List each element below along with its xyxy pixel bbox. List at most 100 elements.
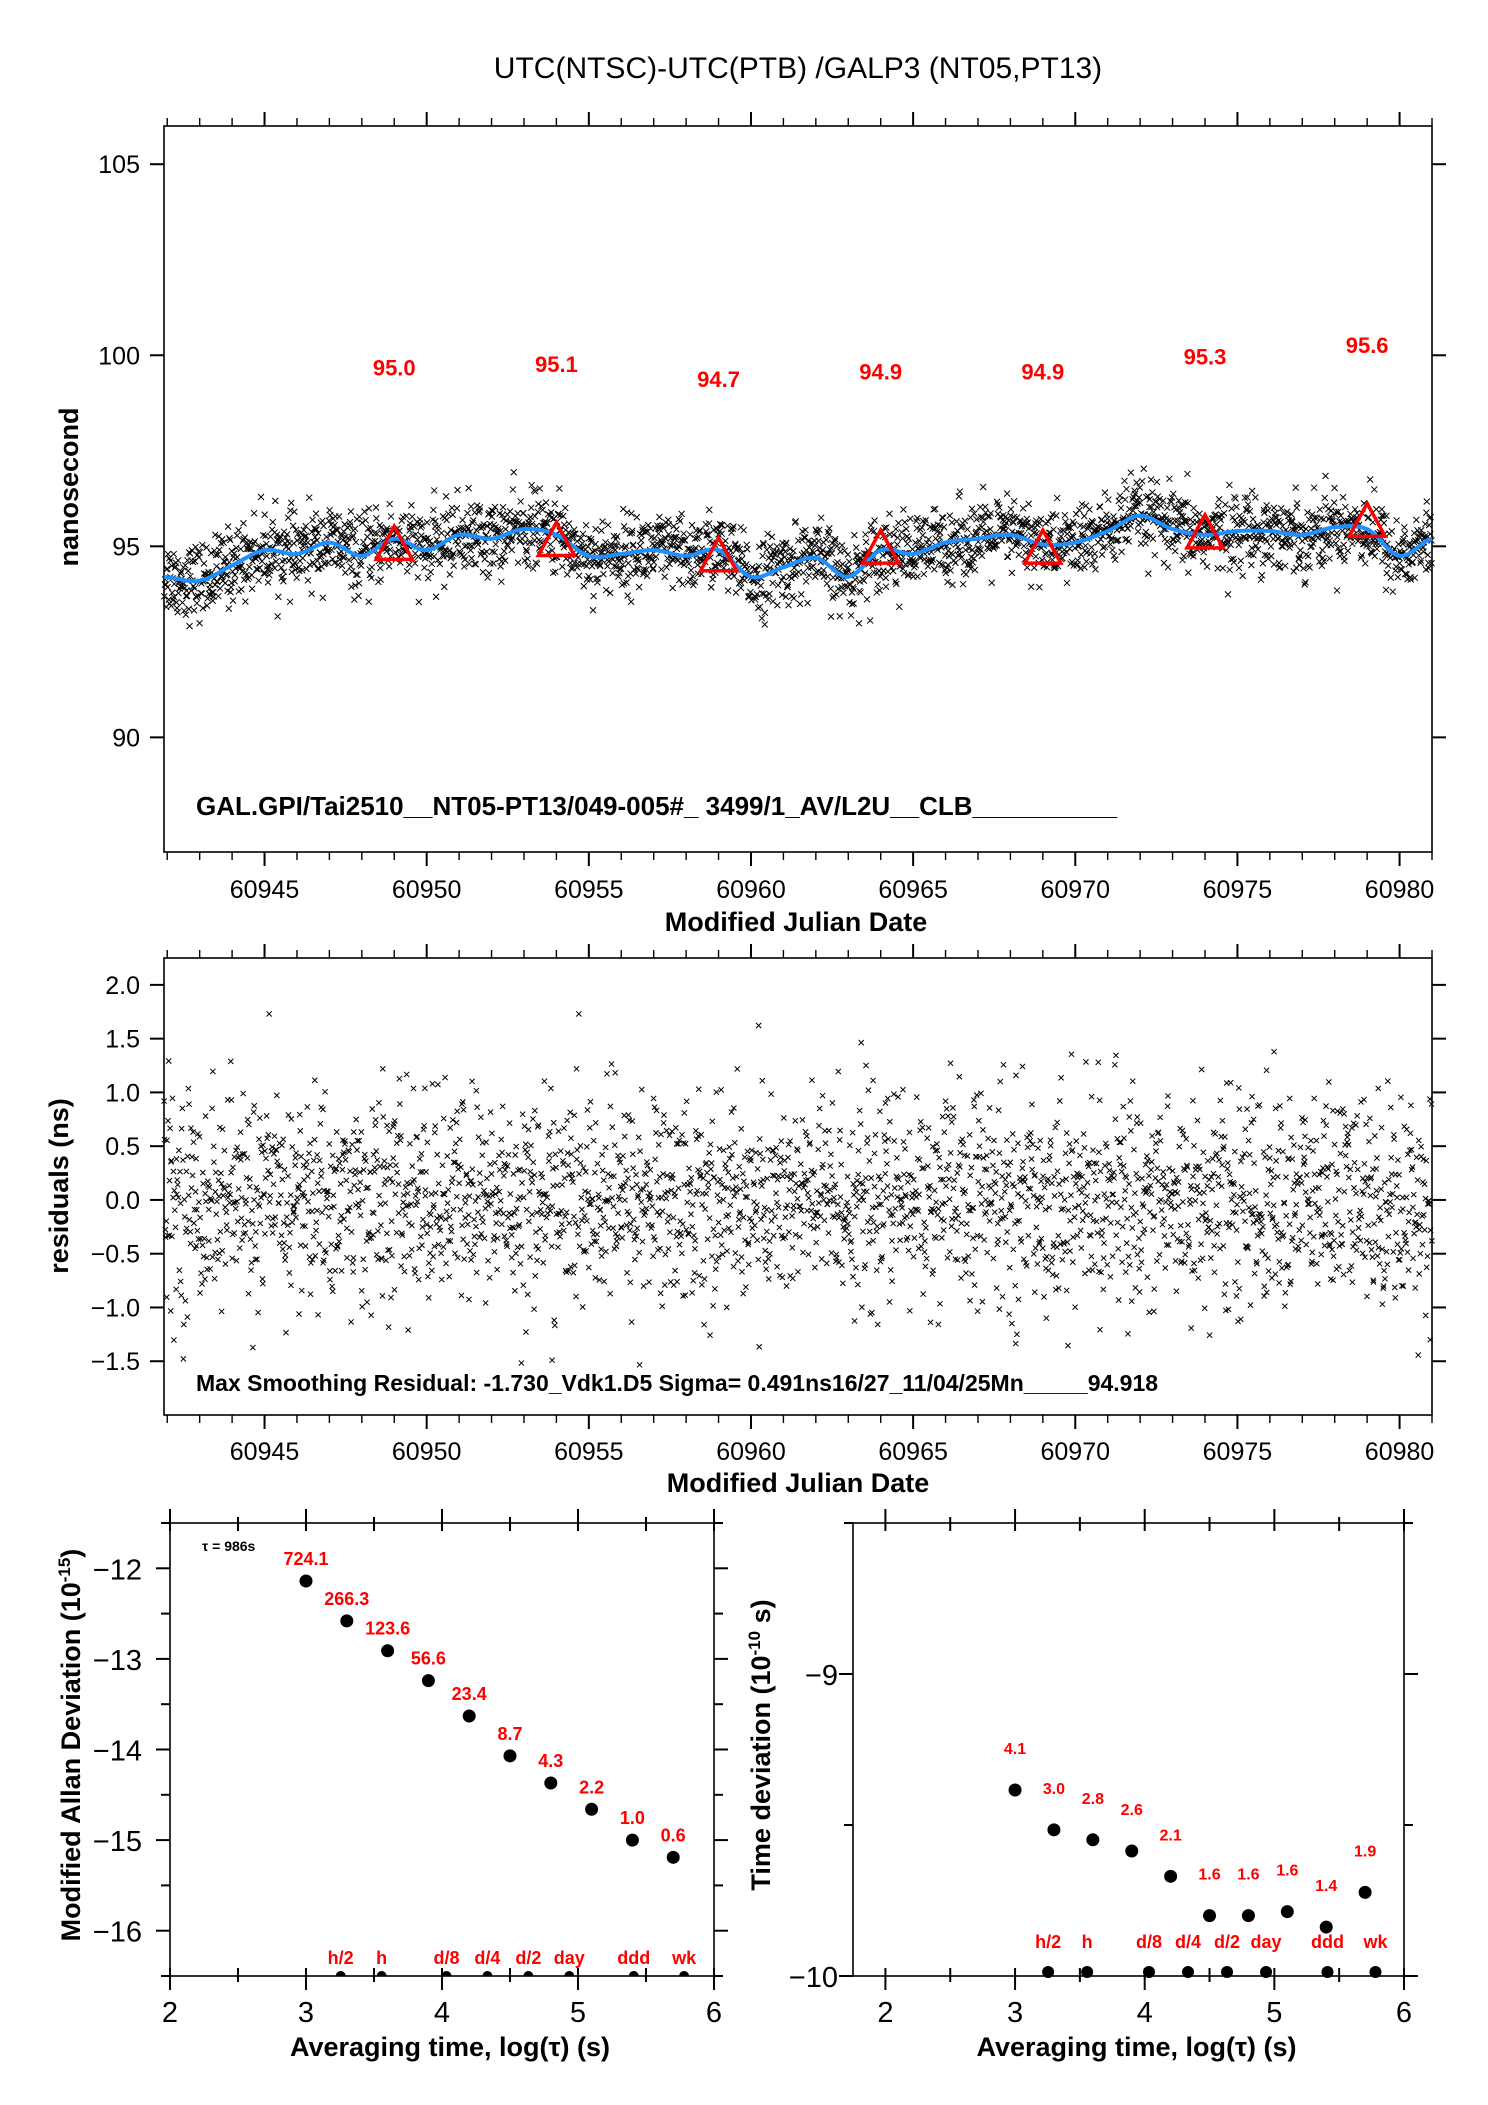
residual-point (598, 1246, 605, 1253)
residual-point (1129, 1224, 1136, 1231)
data-point (335, 513, 343, 520)
residual-point (257, 1220, 264, 1227)
data-point (231, 578, 239, 585)
data-point (1096, 503, 1104, 511)
residual-point (752, 1209, 759, 1216)
residual-point (506, 1120, 513, 1127)
data-point (586, 576, 594, 583)
residual-point (647, 1166, 654, 1173)
residual-point (473, 1087, 480, 1094)
residual-point (325, 1213, 332, 1220)
residual-point (998, 1207, 1005, 1214)
residual-point (255, 1309, 262, 1316)
residual-point (1151, 1286, 1158, 1293)
residual-point (855, 1171, 862, 1178)
residual-point (475, 1134, 482, 1141)
residual-point (449, 1116, 456, 1123)
residual-point (466, 1296, 472, 1303)
residual-point (884, 1160, 890, 1167)
data-point (270, 552, 277, 559)
residual-point (630, 1216, 637, 1223)
residual-point (218, 1170, 224, 1177)
residual-point (197, 1214, 204, 1221)
residual-point (440, 1115, 447, 1122)
data-point (1020, 542, 1028, 550)
data-point (1322, 472, 1329, 480)
data-point (481, 555, 489, 563)
data-point (444, 510, 452, 518)
data-point (385, 562, 393, 570)
residual-point (583, 1218, 590, 1224)
data-point (1186, 524, 1194, 531)
residual-point (537, 1206, 544, 1213)
residual-point (818, 1256, 825, 1262)
data-point (237, 545, 245, 553)
residual-point (984, 1249, 991, 1256)
residual-point (465, 1212, 472, 1218)
residual-point (874, 1321, 881, 1328)
residual-point (432, 1123, 439, 1130)
residual-point (754, 1166, 761, 1172)
residual-point (774, 1263, 781, 1270)
data-point (465, 484, 472, 492)
residual-point (534, 1257, 541, 1264)
data-point (314, 529, 322, 537)
data-point (464, 525, 472, 533)
residual-point (347, 1188, 354, 1195)
residual-point (753, 1207, 760, 1214)
residual-point (1134, 1251, 1141, 1258)
data-point (460, 563, 468, 570)
data-point (1220, 509, 1228, 517)
residual-point (368, 1312, 375, 1319)
residual-point (1136, 1289, 1143, 1295)
data-point (1032, 553, 1040, 560)
residual-point (800, 1249, 806, 1256)
residual-point (355, 1204, 362, 1211)
data-point (510, 468, 518, 476)
residual-point (785, 1154, 791, 1161)
residual-point (488, 1171, 495, 1177)
residual-point (665, 1245, 672, 1252)
residual-point (712, 1232, 719, 1239)
residual-point (406, 1140, 413, 1147)
residual-point (679, 1221, 686, 1228)
residual-point (930, 1267, 937, 1274)
residual-point (989, 1148, 996, 1155)
data-point (571, 530, 579, 538)
residual-point (643, 1181, 650, 1188)
data-point (263, 552, 271, 560)
data-point (302, 522, 310, 530)
y-tick-label: 105 (98, 151, 140, 179)
residual-point (949, 1104, 956, 1111)
residual-point (375, 1099, 382, 1106)
residual-point (838, 1209, 845, 1216)
residual-point (471, 1241, 478, 1248)
residual-point (279, 1176, 286, 1183)
data-point (1153, 478, 1161, 486)
residual-point (757, 1150, 764, 1157)
residual-point (224, 1227, 230, 1234)
residual-point (185, 1085, 192, 1092)
residual-point (343, 1177, 350, 1184)
residual-point (192, 1188, 199, 1195)
data-point (499, 503, 507, 511)
data-point (163, 565, 171, 573)
residual-point (992, 1190, 999, 1197)
residual-point (916, 1156, 923, 1163)
residual-point (468, 1256, 475, 1263)
residual-point (287, 1229, 293, 1236)
residual-point (868, 1214, 874, 1221)
residual-point (428, 1191, 435, 1198)
data-point (1091, 550, 1099, 558)
residual-point (1160, 1168, 1167, 1175)
residual-point (310, 1233, 317, 1240)
residual-point (971, 1103, 978, 1110)
residual-point (805, 1251, 812, 1258)
data-point (1134, 528, 1142, 535)
residual-point (477, 1114, 484, 1121)
data-point (361, 544, 369, 552)
residual-point (555, 1244, 561, 1251)
residual-point (739, 1268, 745, 1275)
data-point (604, 521, 612, 529)
residual-point (858, 1304, 865, 1311)
